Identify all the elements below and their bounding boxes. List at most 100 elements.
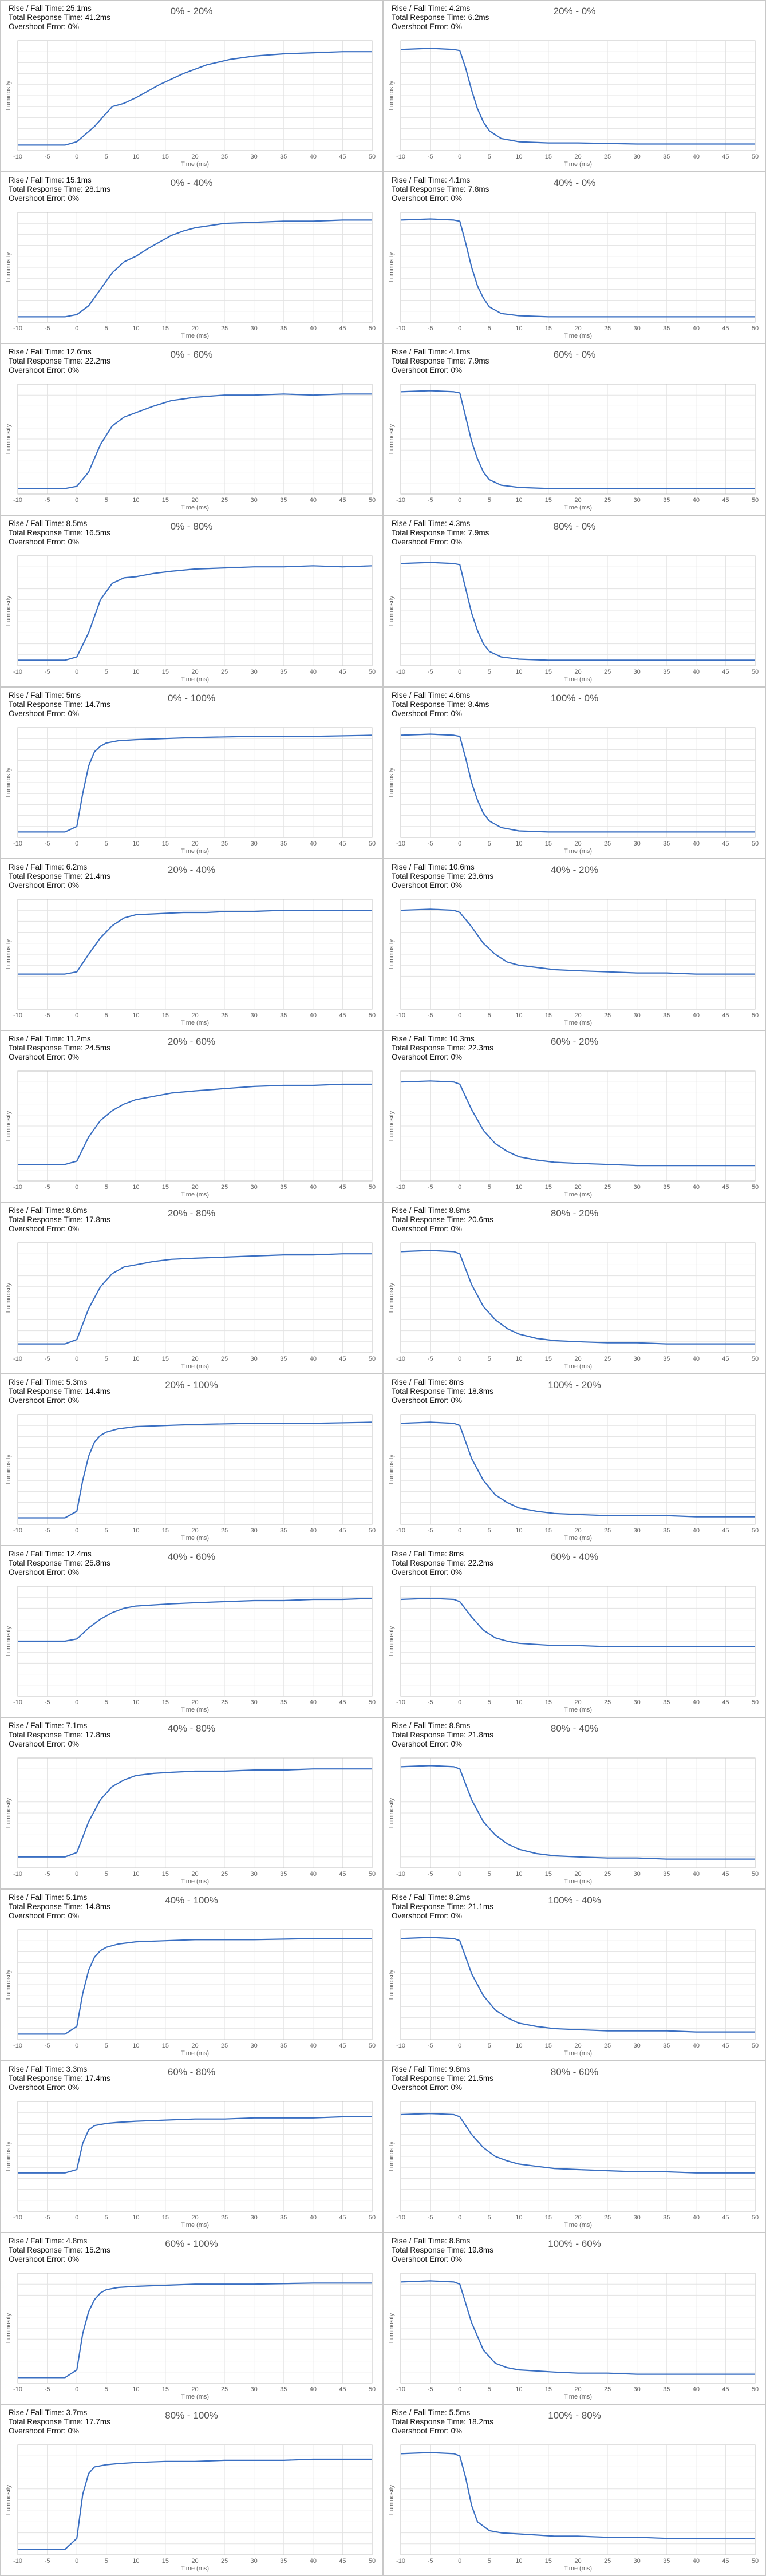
x-tick-label: 40 [693, 840, 700, 847]
x-tick-label: 45 [722, 153, 729, 160]
plot-frame [17, 384, 373, 495]
x-tick-label: 15 [545, 669, 552, 675]
x-tick-label: -10 [396, 2558, 405, 2565]
stat-line: Overshoot Error: 0% [392, 2255, 463, 2263]
series-line [400, 1597, 755, 1647]
x-tick-label: 20 [574, 2042, 581, 2049]
chart-title: 60% - 100% [165, 2238, 218, 2249]
plot-frame [400, 2101, 756, 2212]
x-tick-label: 35 [663, 153, 670, 160]
stat-line: Overshoot Error: 0% [9, 1568, 80, 1577]
x-tick-label: 35 [663, 1527, 670, 1534]
x-tick-label: 15 [162, 840, 169, 847]
x-tick-label: 50 [752, 669, 759, 675]
stat-line: Total Response Time: 17.8ms [9, 1730, 110, 1739]
x-tick-label: -5 [45, 1527, 50, 1534]
x-tick-label: 35 [280, 840, 287, 847]
x-tick-label: 50 [752, 1871, 759, 1878]
x-tick-label: 20 [191, 2042, 198, 2049]
stat-line: Total Response Time: 25.8ms [9, 1559, 110, 1567]
x-tick-label: 20 [574, 325, 581, 332]
series-line [400, 733, 755, 833]
x-tick-label: 30 [251, 1871, 258, 1878]
x-tick-label: 20 [191, 325, 198, 332]
x-axis-label: Time (ms) [564, 1878, 592, 1885]
chart-panel: Rise / Fall Time: 4.1ms Total Response Ti… [383, 343, 766, 515]
x-tick-label: 40 [310, 153, 317, 160]
x-tick-label: 25 [604, 1184, 611, 1191]
x-tick-label: 35 [663, 840, 670, 847]
series-line [18, 1768, 372, 1858]
x-tick-label: -5 [45, 153, 50, 160]
x-tick-label: 40 [310, 2558, 317, 2565]
x-tick-label: 20 [574, 1871, 581, 1878]
x-tick-label: 50 [369, 497, 376, 504]
chart-stats: Rise / Fall Time: 5ms Total Response Time… [9, 691, 110, 718]
stat-line: Total Response Time: 7.9ms [392, 357, 489, 365]
x-tick-label: 20 [191, 2386, 198, 2393]
x-tick-label: -5 [428, 1184, 433, 1191]
stat-line: Rise / Fall Time: 11.2ms [9, 1034, 91, 1043]
chart-stats: Rise / Fall Time: 12.4ms Total Response T… [9, 1550, 110, 1577]
series-line [400, 2452, 755, 2539]
x-tick-label: -5 [45, 2214, 50, 2221]
x-axis-label: Time (ms) [181, 676, 209, 683]
x-tick-label: 35 [663, 669, 670, 675]
x-tick-label: 40 [693, 497, 700, 504]
plot-frame [400, 1757, 756, 1868]
x-tick-label: 30 [251, 2558, 258, 2565]
stat-line: Overshoot Error: 0% [9, 22, 80, 31]
x-tick-label: 50 [369, 1699, 376, 1706]
chart-title: 80% - 100% [165, 2410, 218, 2421]
x-tick-label: 20 [574, 1184, 581, 1191]
x-tick-label: -5 [45, 840, 50, 847]
x-axis-label: Time (ms) [181, 848, 209, 855]
stat-line: Rise / Fall Time: 3.3ms [9, 2065, 88, 2073]
chart-panel: Rise / Fall Time: 10.6ms Total Response T… [383, 859, 766, 1030]
series-line [400, 218, 755, 318]
x-tick-label: 5 [488, 1012, 491, 1019]
x-tick-label: -10 [396, 1356, 405, 1362]
x-tick-label: 30 [634, 2558, 641, 2565]
stat-line: Overshoot Error: 0% [9, 194, 80, 203]
x-tick-label: -5 [428, 325, 433, 332]
x-tick-label: 5 [488, 1184, 491, 1191]
chart-plot: -10 -5 0 5 10 15 20 25 30 35 40 45 50 Time (ms) Lumino… [388, 1414, 759, 1542]
stat-line: Overshoot Error: 0% [9, 1224, 80, 1233]
x-tick-label: 10 [132, 2386, 139, 2393]
x-tick-label: 45 [722, 1012, 729, 1019]
x-tick-label: 45 [722, 840, 729, 847]
x-tick-label: 50 [369, 153, 376, 160]
x-tick-label: 5 [488, 669, 491, 675]
chart-plot: -10 -5 0 5 10 15 20 25 30 35 40 45 50 Time (ms) Lumino… [5, 2444, 376, 2572]
x-tick-label: 35 [280, 497, 287, 504]
chart-title: 0% - 60% [170, 349, 213, 360]
plot-frame [400, 2444, 756, 2555]
x-tick-label: 15 [545, 1871, 552, 1878]
x-tick-label: -5 [45, 1184, 50, 1191]
x-tick-label: 15 [162, 1184, 169, 1191]
plot-frame [17, 2444, 373, 2555]
stat-line: Overshoot Error: 0% [392, 538, 463, 546]
x-axis-label: Time (ms) [564, 2222, 592, 2229]
x-tick-label: 45 [722, 1527, 729, 1534]
y-axis-label: Luminosity [388, 1797, 395, 1828]
stat-line: Overshoot Error: 0% [392, 1396, 463, 1405]
x-tick-label: 15 [162, 1527, 169, 1534]
stat-line: Total Response Time: 14.4ms [9, 1387, 110, 1396]
x-tick-label: 5 [105, 2214, 108, 2221]
series-line [400, 2280, 755, 2375]
x-tick-label: 30 [634, 840, 641, 847]
chart-panel: Rise / Fall Time: 9.8ms Total Response Ti… [383, 2061, 766, 2233]
x-tick-label: 40 [310, 2042, 317, 2049]
stat-line: Overshoot Error: 0% [9, 1911, 80, 1920]
x-tick-label: 10 [132, 1356, 139, 1362]
x-tick-label: 25 [221, 669, 228, 675]
x-tick-label: 20 [191, 497, 198, 504]
x-tick-label: -5 [428, 669, 433, 675]
x-tick-label: 5 [488, 1356, 491, 1362]
x-tick-label: -10 [13, 669, 22, 675]
x-tick-label: 25 [221, 2042, 228, 2049]
x-tick-label: 10 [132, 840, 139, 847]
chart-panel: Rise / Fall Time: 8.6ms Total Response Ti… [0, 1202, 383, 1374]
